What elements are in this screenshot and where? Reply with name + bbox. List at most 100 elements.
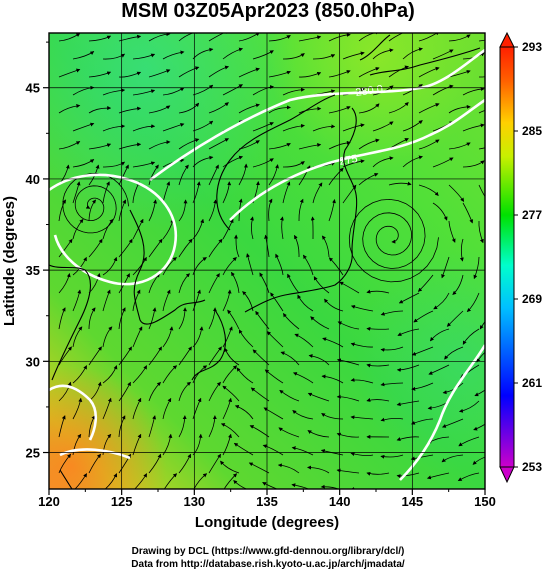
streamline <box>321 413 344 420</box>
streamline <box>88 143 112 150</box>
streamline <box>307 430 330 438</box>
streamline <box>178 33 200 42</box>
streamline <box>283 312 300 330</box>
streamline <box>148 140 171 150</box>
streamline <box>252 50 274 60</box>
streamline <box>242 291 254 312</box>
streamline <box>372 121 394 132</box>
streamline <box>88 35 112 42</box>
streamline <box>473 256 480 280</box>
streamline <box>58 33 81 42</box>
streamline <box>238 33 260 42</box>
streamline <box>291 446 314 456</box>
streamline <box>58 103 81 114</box>
streamline <box>410 418 434 425</box>
streamline <box>462 328 480 345</box>
streamline <box>297 294 314 312</box>
streamline <box>102 53 126 60</box>
colorbar-tick-label: 285 <box>522 124 542 138</box>
streamline <box>58 238 73 258</box>
streamline <box>222 257 237 276</box>
streamline <box>238 329 254 348</box>
streamline <box>441 418 464 428</box>
streamline <box>358 33 380 42</box>
streamline <box>88 346 102 366</box>
streamline <box>118 307 126 330</box>
streamline <box>178 66 200 78</box>
coastline-hokkaido <box>359 34 481 76</box>
streamline <box>264 234 270 258</box>
streamline <box>58 68 81 78</box>
streamline <box>178 102 200 114</box>
streamline <box>298 106 322 114</box>
streamline <box>291 483 310 489</box>
streamline <box>162 50 185 60</box>
streamline <box>472 456 485 465</box>
streamline <box>104 473 118 489</box>
streamline <box>478 147 485 150</box>
streamline <box>266 331 284 348</box>
streamline <box>418 33 440 42</box>
colorbar-lower-triangle <box>499 466 515 484</box>
streamline <box>88 105 112 114</box>
streamline <box>88 199 97 222</box>
streamline <box>178 138 200 150</box>
streamline <box>307 392 330 402</box>
streamline <box>148 346 162 366</box>
coastlines <box>49 34 481 489</box>
streamline <box>162 289 171 312</box>
streamline <box>118 415 126 438</box>
streamline <box>134 473 147 489</box>
streamline <box>58 381 72 402</box>
colorbar-tick-label: 269 <box>522 292 542 306</box>
streamline <box>162 257 177 276</box>
contour-line <box>49 173 178 286</box>
streamline <box>380 454 404 459</box>
streamline <box>268 143 291 150</box>
streamline <box>380 346 404 352</box>
streamline <box>328 140 351 150</box>
streamline <box>178 346 192 366</box>
streamline <box>321 235 330 258</box>
streamline <box>462 160 485 168</box>
streamline <box>312 54 336 60</box>
y-tick-label: 40 <box>26 172 40 187</box>
streamline <box>448 34 471 42</box>
streamline <box>227 309 240 330</box>
streamline <box>238 198 243 222</box>
streamline <box>222 397 233 420</box>
streamline <box>102 161 126 168</box>
colorbar-tick-label: 253 <box>522 460 542 474</box>
streamline <box>459 238 464 262</box>
streamline <box>208 453 221 474</box>
y-tick-label: 30 <box>26 354 40 369</box>
streamline <box>58 453 72 474</box>
colorbar-tick-label: 261 <box>522 376 542 390</box>
y-axis-ticks: 25 30 35 40 45 <box>26 41 49 461</box>
streamline <box>441 256 450 279</box>
streamline <box>350 452 374 456</box>
streamline <box>452 274 464 295</box>
streamline <box>148 415 157 438</box>
coastline-korea <box>129 209 206 325</box>
streamline <box>132 89 156 96</box>
chart-title: MSM 03Z05Apr2023 (850.0hPa) <box>121 0 414 22</box>
streamline <box>474 389 485 397</box>
streamline <box>336 394 360 402</box>
streamline <box>222 218 234 240</box>
streamline <box>396 400 420 407</box>
streamline <box>234 405 254 420</box>
streamline <box>432 157 454 168</box>
streamline <box>396 472 420 479</box>
streamline <box>350 377 374 384</box>
streamline <box>102 397 112 420</box>
streamline <box>208 33 230 42</box>
streamline <box>72 365 87 384</box>
streamline <box>262 444 284 456</box>
streamline-vortex <box>348 198 439 283</box>
streamline <box>410 454 434 461</box>
streamline <box>328 33 351 42</box>
colorbar-body <box>499 46 515 468</box>
streamline <box>282 53 305 60</box>
streamline <box>238 67 260 78</box>
